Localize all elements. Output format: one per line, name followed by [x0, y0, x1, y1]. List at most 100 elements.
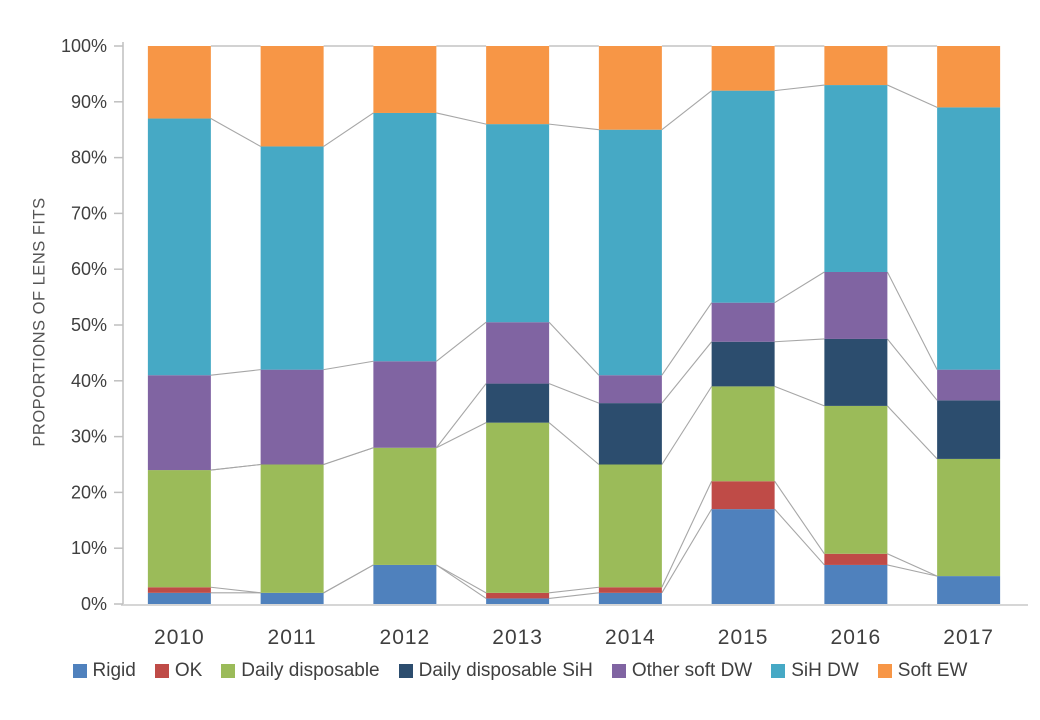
legend-swatch-soft-ew: [877, 664, 892, 678]
bar-segment-2011-other-soft-dw: [260, 369, 324, 465]
series-connector-line: [774, 385, 825, 407]
x-axis-label-2011: 2011: [268, 626, 317, 649]
legend-label-ok: OK: [174, 660, 203, 681]
bar-segment-2016-sih-dw: [824, 85, 888, 272]
bar-segment-2017-soft-ew: [937, 46, 1001, 108]
bar-segment-2015-ok: [711, 481, 775, 510]
bar-segment-2013-other-soft-dw: [486, 322, 550, 384]
series-connector-line: [436, 321, 487, 362]
bar-segment-2017-other-soft-dw: [937, 369, 1001, 401]
y-tick-label: 90%: [71, 92, 107, 112]
bar-segment-2017-rigid: [937, 576, 1001, 604]
y-tick-label: 100%: [61, 36, 107, 56]
legend: Rigid OK Daily disposable Daily disposable …: [0, 660, 1040, 682]
y-tick-label: 80%: [71, 148, 107, 168]
series-connector-line: [549, 586, 599, 594]
series-connector-line: [887, 564, 938, 577]
series-connector-line: [661, 302, 713, 376]
x-axis-label-2017: 2017: [943, 626, 994, 649]
y-tick-label: 40%: [71, 371, 107, 391]
bar-segment-2010-rigid: [147, 592, 211, 604]
legend-label-daily-disposable-sih: Daily disposable SiH: [418, 660, 593, 681]
bar-segment-2013-soft-ew: [486, 46, 550, 125]
series-connector-line: [887, 84, 938, 108]
bar-segment-2017-daily-disposable: [937, 458, 1001, 577]
series-connector-line: [436, 564, 487, 594]
x-axis-label-2016: 2016: [831, 626, 882, 649]
y-tick-label: 70%: [71, 203, 107, 223]
bar-segment-2015-rigid: [711, 509, 775, 604]
bar-segment-2016-rigid: [824, 564, 888, 604]
series-connector-line: [774, 508, 825, 566]
series-connector-line: [886, 271, 938, 370]
series-connector-line: [323, 112, 374, 147]
bar-segment-2013-ok: [486, 592, 550, 599]
series-connector-line: [886, 405, 938, 460]
series-connector-line: [210, 586, 261, 594]
legend-swatch-daily-disposable: [221, 664, 236, 678]
series-connector-line: [435, 383, 487, 449]
series-connector-line: [210, 369, 261, 376]
bar-segment-2012-daily-disposable: [373, 447, 437, 565]
legend-swatch-rigid: [72, 664, 87, 678]
bar-segment-2011-daily-disposable: [260, 464, 324, 593]
bar-segment-2014-rigid: [598, 592, 662, 604]
bar-segment-2010-ok: [147, 587, 211, 593]
bar-segment-2014-soft-ew: [598, 46, 662, 130]
bar-segment-2014-sih-dw: [598, 129, 662, 376]
bar-segment-2016-ok: [824, 553, 888, 565]
series-connector-line: [549, 592, 599, 599]
series-connector-line: [887, 553, 938, 577]
series-connector-line: [661, 481, 713, 588]
y-tick-label: 50%: [71, 315, 107, 335]
series-connector-line: [661, 386, 713, 465]
legend-label-sih-dw: SiH DW: [791, 660, 859, 681]
bar-segment-2011-sih-dw: [260, 146, 324, 370]
legend-item-sih-dw: SiH DW: [771, 660, 859, 682]
bar-segment-2017-sih-dw: [937, 107, 1001, 370]
legend-label-soft-ew: Soft EW: [897, 660, 968, 681]
series-connector-line: [210, 118, 261, 147]
bar-segment-2012-sih-dw: [373, 112, 437, 362]
x-axis-label-2010: 2010: [154, 626, 205, 649]
bar-segment-2013-daily-disposable-sih: [486, 383, 550, 423]
bar-segment-2015-soft-ew: [711, 46, 775, 91]
series-connector-line: [549, 123, 599, 131]
bar-segment-2013-sih-dw: [486, 124, 550, 323]
legend-swatch-ok: [154, 664, 169, 678]
bar-segment-2011-rigid: [260, 592, 324, 604]
series-connector-line: [661, 508, 713, 594]
bar-segment-2014-daily-disposable-sih: [598, 403, 662, 465]
y-tick-label: 60%: [71, 259, 107, 279]
bar-segment-2015-daily-disposable: [711, 386, 775, 482]
legend-label-daily-disposable: Daily disposable: [241, 660, 380, 681]
legend-item-other-soft-dw: Other soft DW: [611, 660, 752, 682]
bar-segment-2010-daily-disposable: [147, 470, 211, 588]
bar-segment-2013-rigid: [486, 598, 550, 604]
bar-segment-2011-soft-ew: [260, 46, 324, 147]
series-connector-line: [323, 360, 374, 371]
series-connector-line: [210, 463, 261, 471]
bar-segment-2012-other-soft-dw: [373, 361, 437, 448]
bar-segment-2016-daily-disposable: [824, 405, 888, 554]
legend-item-rigid: Rigid: [72, 660, 136, 682]
series-connector-line: [774, 480, 825, 555]
x-axis-label-2015: 2015: [718, 626, 769, 649]
series-connector-line: [548, 383, 600, 404]
bar-segment-2010-soft-ew: [147, 46, 211, 119]
bar-segment-2016-other-soft-dw: [824, 271, 888, 339]
y-tick-label: 10%: [71, 538, 107, 558]
series-connector-line: [323, 447, 374, 466]
y-tick-label: 0%: [81, 594, 107, 614]
legend-label-rigid: Rigid: [92, 660, 136, 681]
series-connector-line: [436, 112, 487, 125]
series-connector-line: [548, 422, 600, 465]
x-axis-label-2013: 2013: [492, 626, 543, 649]
bar-segment-2014-other-soft-dw: [598, 375, 662, 404]
bar-segment-2010-other-soft-dw: [147, 375, 211, 471]
bar-segment-2012-rigid: [373, 564, 437, 604]
bar-segment-2016-daily-disposable-sih: [824, 338, 888, 406]
series-connector-line: [548, 321, 600, 376]
